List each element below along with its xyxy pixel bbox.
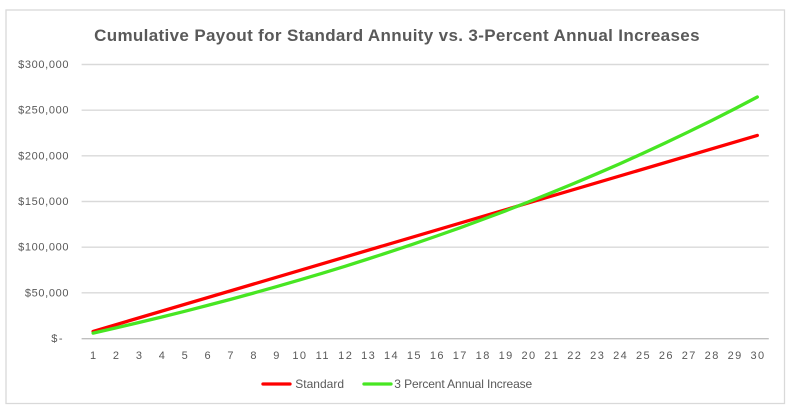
svg-text:4: 4 [159,350,167,362]
svg-text:12: 12 [338,350,353,362]
svg-text:11: 11 [316,350,330,362]
svg-text:14: 14 [384,350,399,362]
svg-text:23: 23 [590,350,605,362]
svg-text:18: 18 [476,350,491,362]
svg-text:22: 22 [567,350,582,362]
svg-text:$150,000: $150,000 [18,196,69,208]
svg-text:26: 26 [659,350,674,362]
svg-text:Standard: Standard [295,377,344,391]
svg-text:20: 20 [521,350,536,362]
svg-text:19: 19 [499,350,514,362]
svg-text:13: 13 [361,350,376,362]
svg-text:$250,000: $250,000 [18,105,69,117]
svg-text:3: 3 [136,350,144,362]
svg-text:10: 10 [292,350,307,362]
svg-text:9: 9 [273,350,281,362]
svg-text:5: 5 [182,350,190,362]
svg-text:7: 7 [227,350,235,362]
svg-text:$200,000: $200,000 [18,150,69,162]
svg-text:27: 27 [682,350,697,362]
svg-text:30: 30 [750,350,765,362]
svg-text:8: 8 [250,350,258,362]
svg-text:2: 2 [113,350,121,362]
svg-text:1: 1 [90,350,98,362]
svg-text:17: 17 [453,350,468,362]
svg-text:Cumulative Payout for Standard: Cumulative Payout for Standard Annuity v… [94,26,700,45]
svg-text:21: 21 [544,350,559,362]
svg-text:$-: $- [51,333,64,345]
svg-text:$100,000: $100,000 [18,242,69,254]
svg-text:16: 16 [430,350,445,362]
svg-text:15: 15 [407,350,422,362]
svg-text:29: 29 [728,350,743,362]
svg-text:$50,000: $50,000 [25,287,69,299]
svg-text:25: 25 [636,350,651,362]
svg-text:28: 28 [705,350,720,362]
svg-text:24: 24 [613,350,628,362]
svg-text:6: 6 [205,350,213,362]
svg-text:$300,000: $300,000 [18,59,69,71]
svg-text:3 Percent Annual Increase: 3 Percent Annual Increase [394,377,532,391]
